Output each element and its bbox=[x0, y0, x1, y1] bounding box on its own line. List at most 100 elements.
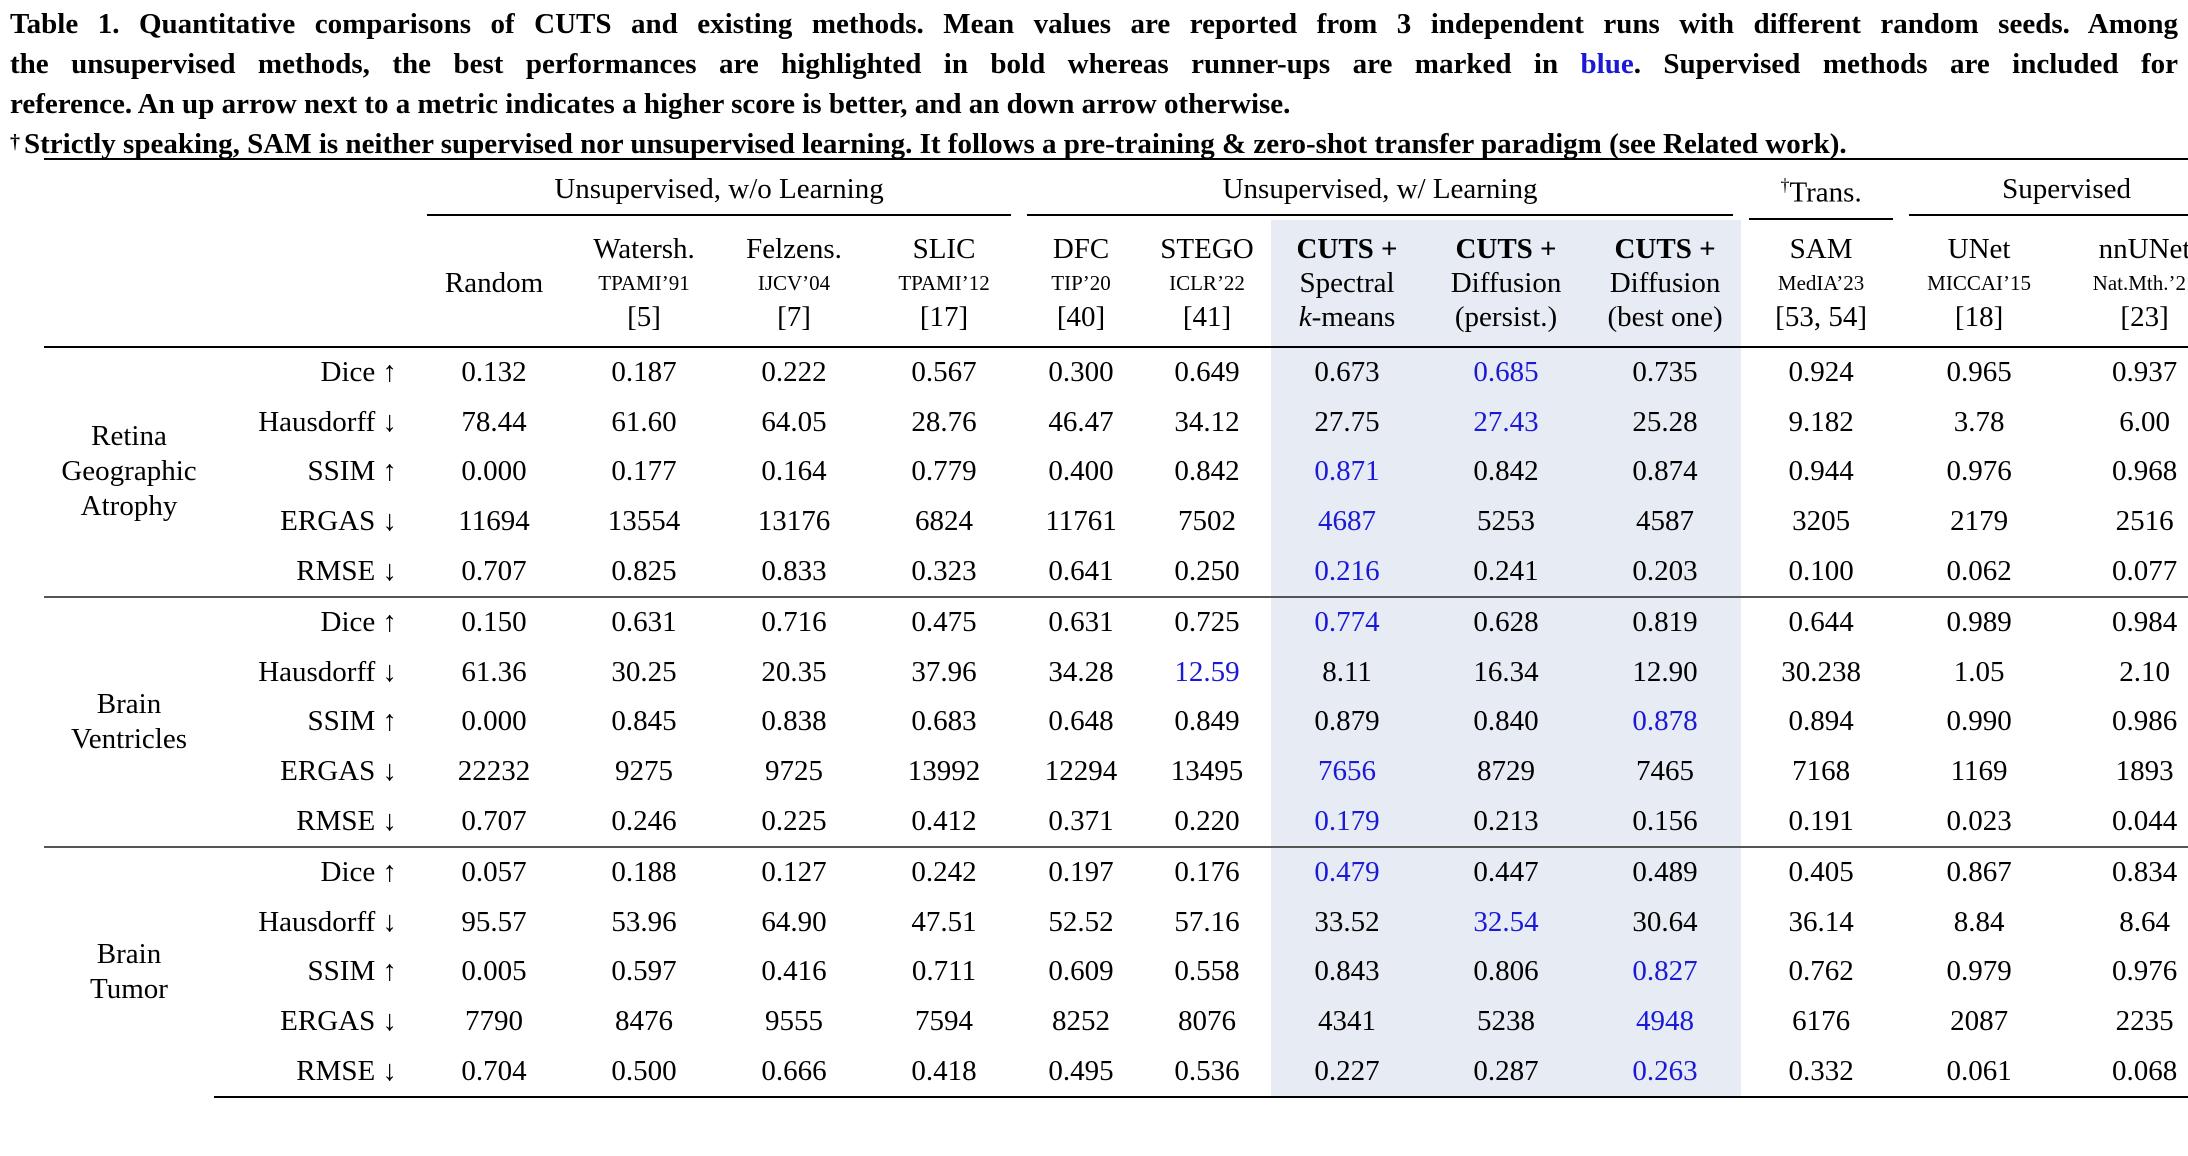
caption-line-2-text: the unsupervised methods, the best perfo… bbox=[10, 48, 1559, 80]
table-cell: 4948 bbox=[1589, 996, 1742, 1047]
metric-label: SSIM ↑ bbox=[307, 705, 397, 738]
table-cell: 33.52 bbox=[1271, 897, 1424, 948]
table-cell: 11694 bbox=[458, 505, 530, 538]
table-cell: 0.984 bbox=[2057, 595, 2188, 648]
table-cell: 0.924 bbox=[1788, 356, 1854, 389]
table-cell: 0.874 bbox=[1589, 447, 1742, 497]
table-cell: 0.188 bbox=[569, 845, 719, 898]
table-cell: 12.90 bbox=[1589, 647, 1742, 698]
table-caption: Table 1. Quantitative comparisons of CUT… bbox=[10, 4, 2178, 164]
table-cell: 0.833 bbox=[761, 554, 827, 587]
table-row: Hausdorff ↓ 95.57 53.96 64.90 47.51 52.52 57.1… bbox=[44, 897, 2188, 948]
table-cell: 0.840 bbox=[1423, 697, 1590, 747]
table-cell: 0.156 bbox=[1589, 796, 1742, 847]
caption-blue-word: blue bbox=[1580, 48, 1634, 80]
table-cell: 0.263 bbox=[1589, 1046, 1742, 1098]
table-cell: 0.806 bbox=[1423, 947, 1590, 997]
table-cell: 0.716 bbox=[719, 595, 869, 648]
table-cell: 37.96 bbox=[911, 655, 977, 688]
metric-label: Hausdorff ↓ bbox=[258, 655, 397, 688]
table-cell: 0.400 bbox=[1048, 455, 1114, 488]
table-cell: 0.000 bbox=[461, 455, 527, 488]
table-cell: 12294 bbox=[1044, 755, 1118, 788]
table-cell: 0.005 bbox=[461, 955, 527, 988]
column-header-row: Random Watersh. TPAMI’91 [5] Felzens. IJCV’04… bbox=[44, 220, 2188, 348]
table-cell: 0.567 bbox=[911, 356, 977, 389]
table-cell: 0.191 bbox=[1788, 804, 1854, 837]
table-cell: 7594 bbox=[915, 1005, 974, 1038]
table-cell: 13554 bbox=[607, 505, 681, 538]
table-cell: 0.100 bbox=[1788, 554, 1854, 587]
table-cell: 9275 bbox=[615, 755, 673, 788]
table-cell: 0.242 bbox=[869, 845, 1020, 898]
table-cell: 0.685 bbox=[1423, 347, 1590, 398]
table-cell: 0.648 bbox=[1048, 705, 1114, 738]
table-row: Retina Geographic Atrophy Dice ↑ 0.132 0.187 0… bbox=[44, 347, 2188, 522]
table-cell: 0.878 bbox=[1589, 697, 1742, 747]
table-cell: 0.819 bbox=[1589, 595, 1742, 648]
table-row: SSIM ↑ 0.000 0.845 0.838 0.683 0.648 0.849 0.87… bbox=[44, 697, 2188, 747]
table-cell: 7465 bbox=[1589, 746, 1742, 797]
table-cell: 8076 bbox=[1178, 1005, 1237, 1038]
table-cell: 0.213 bbox=[1423, 796, 1590, 847]
table-cell: 0.536 bbox=[1143, 1046, 1272, 1098]
table-cell: 0.164 bbox=[761, 455, 827, 488]
table-cell: 1169 bbox=[1950, 755, 2008, 788]
column-header: nnUNet Nat.Mth.’21 [23] bbox=[2057, 220, 2188, 348]
metric-label: ERGAS ↓ bbox=[280, 505, 397, 538]
table-cell: 0.683 bbox=[911, 705, 977, 738]
metric-label: RMSE ↓ bbox=[296, 804, 397, 837]
metric-label: Dice ↑ bbox=[320, 356, 398, 389]
table-cell: 8.11 bbox=[1271, 647, 1424, 698]
table-cell: 0.405 bbox=[1741, 845, 1902, 898]
table-cell: 0.825 bbox=[611, 554, 677, 587]
table-cell: 0.965 bbox=[1946, 356, 2012, 389]
table-cell: 3205 bbox=[1792, 505, 1851, 538]
results-table: Unsupervised, w/o Learning Unsupervised,… bbox=[44, 158, 2188, 1098]
table-cell: 0.986 bbox=[2111, 705, 2178, 738]
table-cell: 0.500 bbox=[569, 1046, 719, 1098]
table-cell: 0.179 bbox=[1271, 796, 1424, 847]
group-unsup-wo: Unsupervised, w/o Learning bbox=[419, 158, 1020, 220]
table-cell: 30.64 bbox=[1589, 897, 1742, 948]
table-cell: 16.34 bbox=[1423, 647, 1590, 698]
table-cell: 13992 bbox=[907, 755, 981, 788]
table-cell: 28.76 bbox=[911, 405, 977, 438]
table-row: SSIM ↑ 0.000 0.177 0.164 0.779 0.400 0.842 0.87… bbox=[44, 447, 2188, 497]
table-row: Hausdorff ↓ 61.36 30.25 20.35 37.96 34.28 12.5… bbox=[44, 647, 2188, 698]
table-cell: 0.827 bbox=[1589, 947, 1742, 997]
column-header: DFC TIP’20 [40] bbox=[1019, 220, 1144, 348]
metric-label: SSIM ↑ bbox=[307, 455, 397, 488]
table-cell: 0.944 bbox=[1788, 455, 1854, 488]
table-cell: 5253 bbox=[1423, 496, 1590, 547]
column-header: CUTS + Spectral k-means bbox=[1271, 220, 1424, 348]
table-cell: 2087 bbox=[1950, 1005, 2009, 1038]
table-cell: 27.75 bbox=[1271, 397, 1424, 448]
column-header: SAM MedIA’23 [53, 54] bbox=[1741, 220, 1902, 348]
table-cell: 0.968 bbox=[2111, 455, 2178, 488]
table-row: Hausdorff ↓ 78.44 61.60 64.05 28.76 46.47 34.1… bbox=[44, 397, 2188, 448]
column-header: Random bbox=[419, 220, 569, 348]
table-cell: 13495 bbox=[1170, 755, 1244, 788]
table-cell: 0.704 bbox=[419, 1046, 569, 1098]
table-cell: 0.879 bbox=[1271, 697, 1424, 747]
table-cell: 9.182 bbox=[1788, 405, 1854, 438]
table-cell: 0.631 bbox=[569, 595, 719, 648]
dataset-label: Brain Tumor bbox=[44, 845, 214, 1097]
table-cell: 20.35 bbox=[761, 655, 827, 688]
caption-line-1: Table 1. Quantitative comparisons of CUT… bbox=[10, 8, 2178, 40]
table-cell: 0.707 bbox=[461, 804, 527, 837]
table-cell: 4687 bbox=[1271, 496, 1424, 547]
table-row: RMSE ↓ 0.707 0.246 0.225 0.412 0.371 0.220 0.17… bbox=[44, 796, 2188, 847]
dagger-mark: † bbox=[10, 131, 20, 153]
table-cell: 0.177 bbox=[611, 455, 677, 488]
table-cell: 4341 bbox=[1271, 996, 1424, 1047]
group-unsup-w: Unsupervised, w/ Learning bbox=[1019, 158, 1742, 220]
table-row: ERGAS ↓ 7790 8476 9555 7594 8252 8076 4341 5238 4… bbox=[44, 996, 2188, 1047]
table-cell: 34.28 bbox=[1048, 655, 1114, 688]
table-cell: 0.976 bbox=[2111, 955, 2178, 988]
column-header: SLIC TPAMI’12 [17] bbox=[869, 220, 1020, 348]
table-cell: 0.489 bbox=[1589, 845, 1742, 898]
table-cell: 6.00 bbox=[2119, 405, 2170, 438]
table-cell: 7790 bbox=[465, 1005, 523, 1038]
